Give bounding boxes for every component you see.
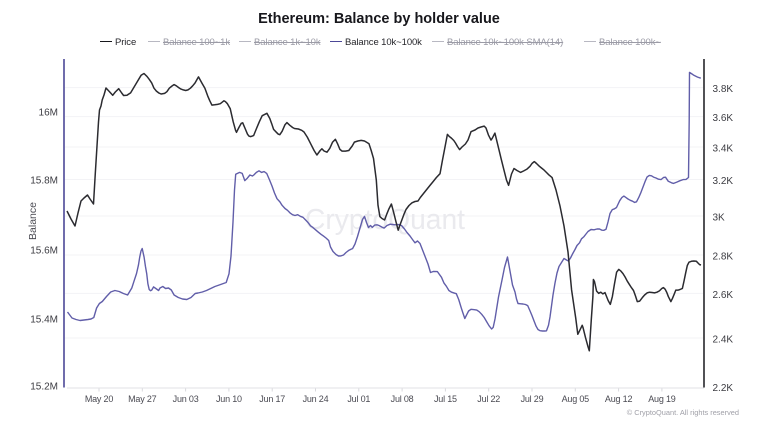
svg-text:2.8K: 2.8K (713, 252, 734, 263)
svg-text:2.6K: 2.6K (713, 290, 734, 301)
svg-text:May 20: May 20 (85, 394, 114, 404)
svg-text:15.2M: 15.2M (30, 382, 58, 393)
svg-text:Jun 03: Jun 03 (173, 394, 199, 404)
svg-text:Aug 05: Aug 05 (562, 394, 590, 404)
svg-text:Aug 12: Aug 12 (605, 394, 633, 404)
svg-text:15.4M: 15.4M (30, 315, 58, 326)
svg-text:Balance: Balance (27, 202, 39, 240)
svg-text:2.4K: 2.4K (713, 335, 734, 346)
svg-text:Jun 10: Jun 10 (216, 394, 242, 404)
svg-text:3.2K: 3.2K (713, 176, 734, 187)
svg-text:Jul 29: Jul 29 (521, 394, 544, 404)
svg-text:Jun 17: Jun 17 (259, 394, 285, 404)
svg-text:3.8K: 3.8K (713, 84, 734, 95)
svg-text:Jul 01: Jul 01 (347, 394, 370, 404)
svg-text:15.6M: 15.6M (30, 246, 58, 257)
svg-text:15.8M: 15.8M (30, 176, 58, 187)
svg-text:Jul 08: Jul 08 (391, 394, 414, 404)
svg-text:3K: 3K (713, 213, 726, 224)
svg-text:3.6K: 3.6K (713, 113, 734, 124)
svg-text:Jul 15: Jul 15 (434, 394, 457, 404)
svg-text:Jul 22: Jul 22 (477, 394, 500, 404)
svg-text:2.2K: 2.2K (713, 383, 734, 394)
svg-text:May 27: May 27 (128, 394, 157, 404)
svg-text:3.4K: 3.4K (713, 143, 734, 154)
svg-text:Jun 24: Jun 24 (303, 394, 329, 404)
svg-text:16M: 16M (39, 108, 58, 119)
svg-text:Aug 19: Aug 19 (648, 394, 676, 404)
